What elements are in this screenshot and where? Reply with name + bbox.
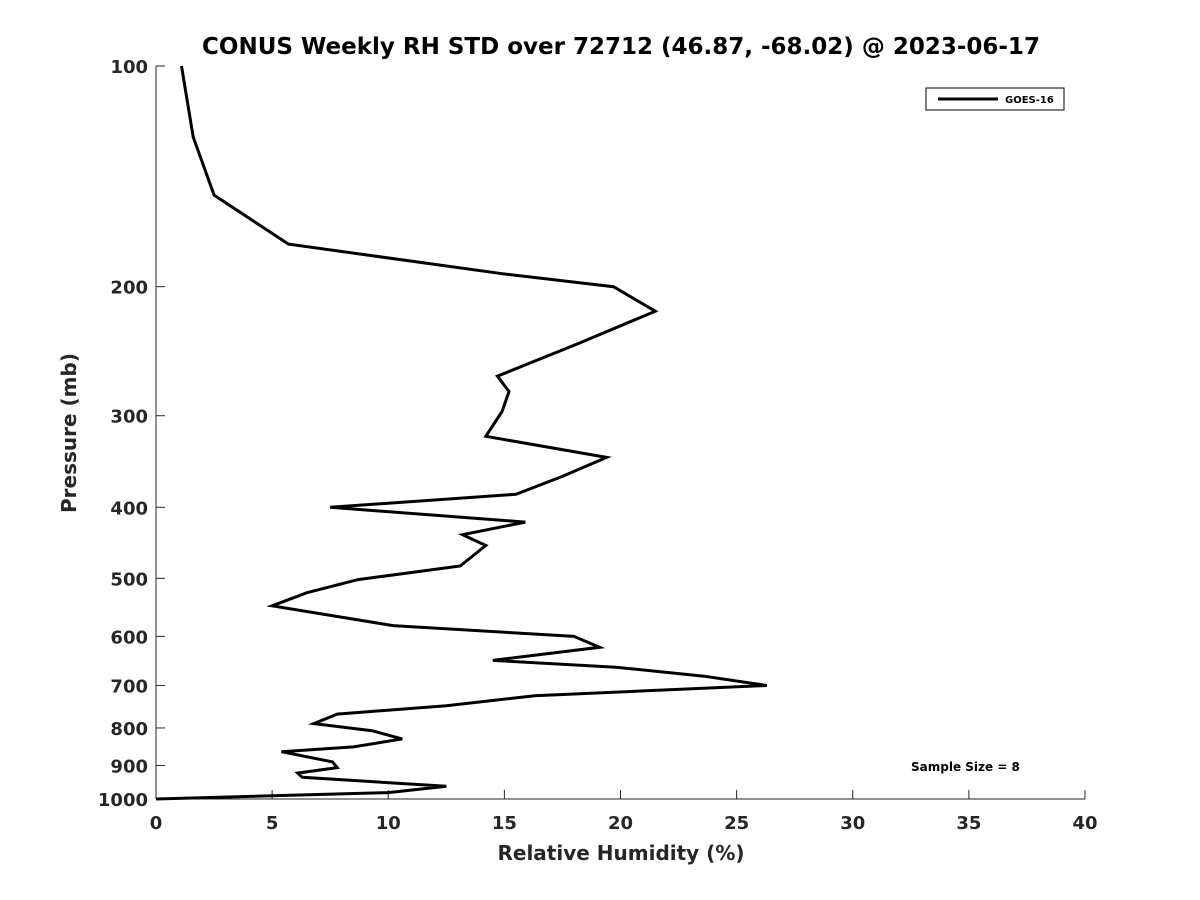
y-tick-label: 900 [110,756,148,777]
chart-title: CONUS Weekly RH STD over 72712 (46.87, -… [202,34,1040,60]
y-tick-label: 500 [110,569,148,590]
y-tick-label: 700 [110,676,148,697]
axes [155,66,1085,800]
y-tick-label: 800 [110,719,148,740]
y-axis-label: Pressure (mb) [57,353,81,513]
x-tick-label: 15 [492,813,517,834]
x-tick-label: 35 [956,813,981,834]
sample-size-annotation: Sample Size = 8 [911,760,1020,774]
y-tick-label: 1000 [98,790,148,811]
x-axis-label: Relative Humidity (%) [497,841,744,865]
x-tick-label: 5 [266,813,279,834]
x-tick-label: 40 [1072,813,1097,834]
y-tick-label: 100 [110,57,148,78]
x-tick-label: 20 [608,813,633,834]
x-tick-label: 25 [724,813,749,834]
legend-label: GOES-16 [1005,95,1054,106]
x-tick-label: 0 [150,813,163,834]
y-tick-label: 600 [110,627,148,648]
ticks: 0 5 10 15 20 25 30 35 40 100 200 300 400 500 600 700 800… [98,57,1098,834]
series-line-goes-16 [155,65,768,801]
series-layer [155,65,768,801]
legend: GOES-16 [925,87,1065,111]
y-tick-label: 400 [110,498,148,519]
y-tick-label: 300 [110,407,148,428]
x-tick-label: 30 [840,813,865,834]
y-tick-label: 200 [110,278,148,299]
x-tick-label: 10 [376,813,401,834]
